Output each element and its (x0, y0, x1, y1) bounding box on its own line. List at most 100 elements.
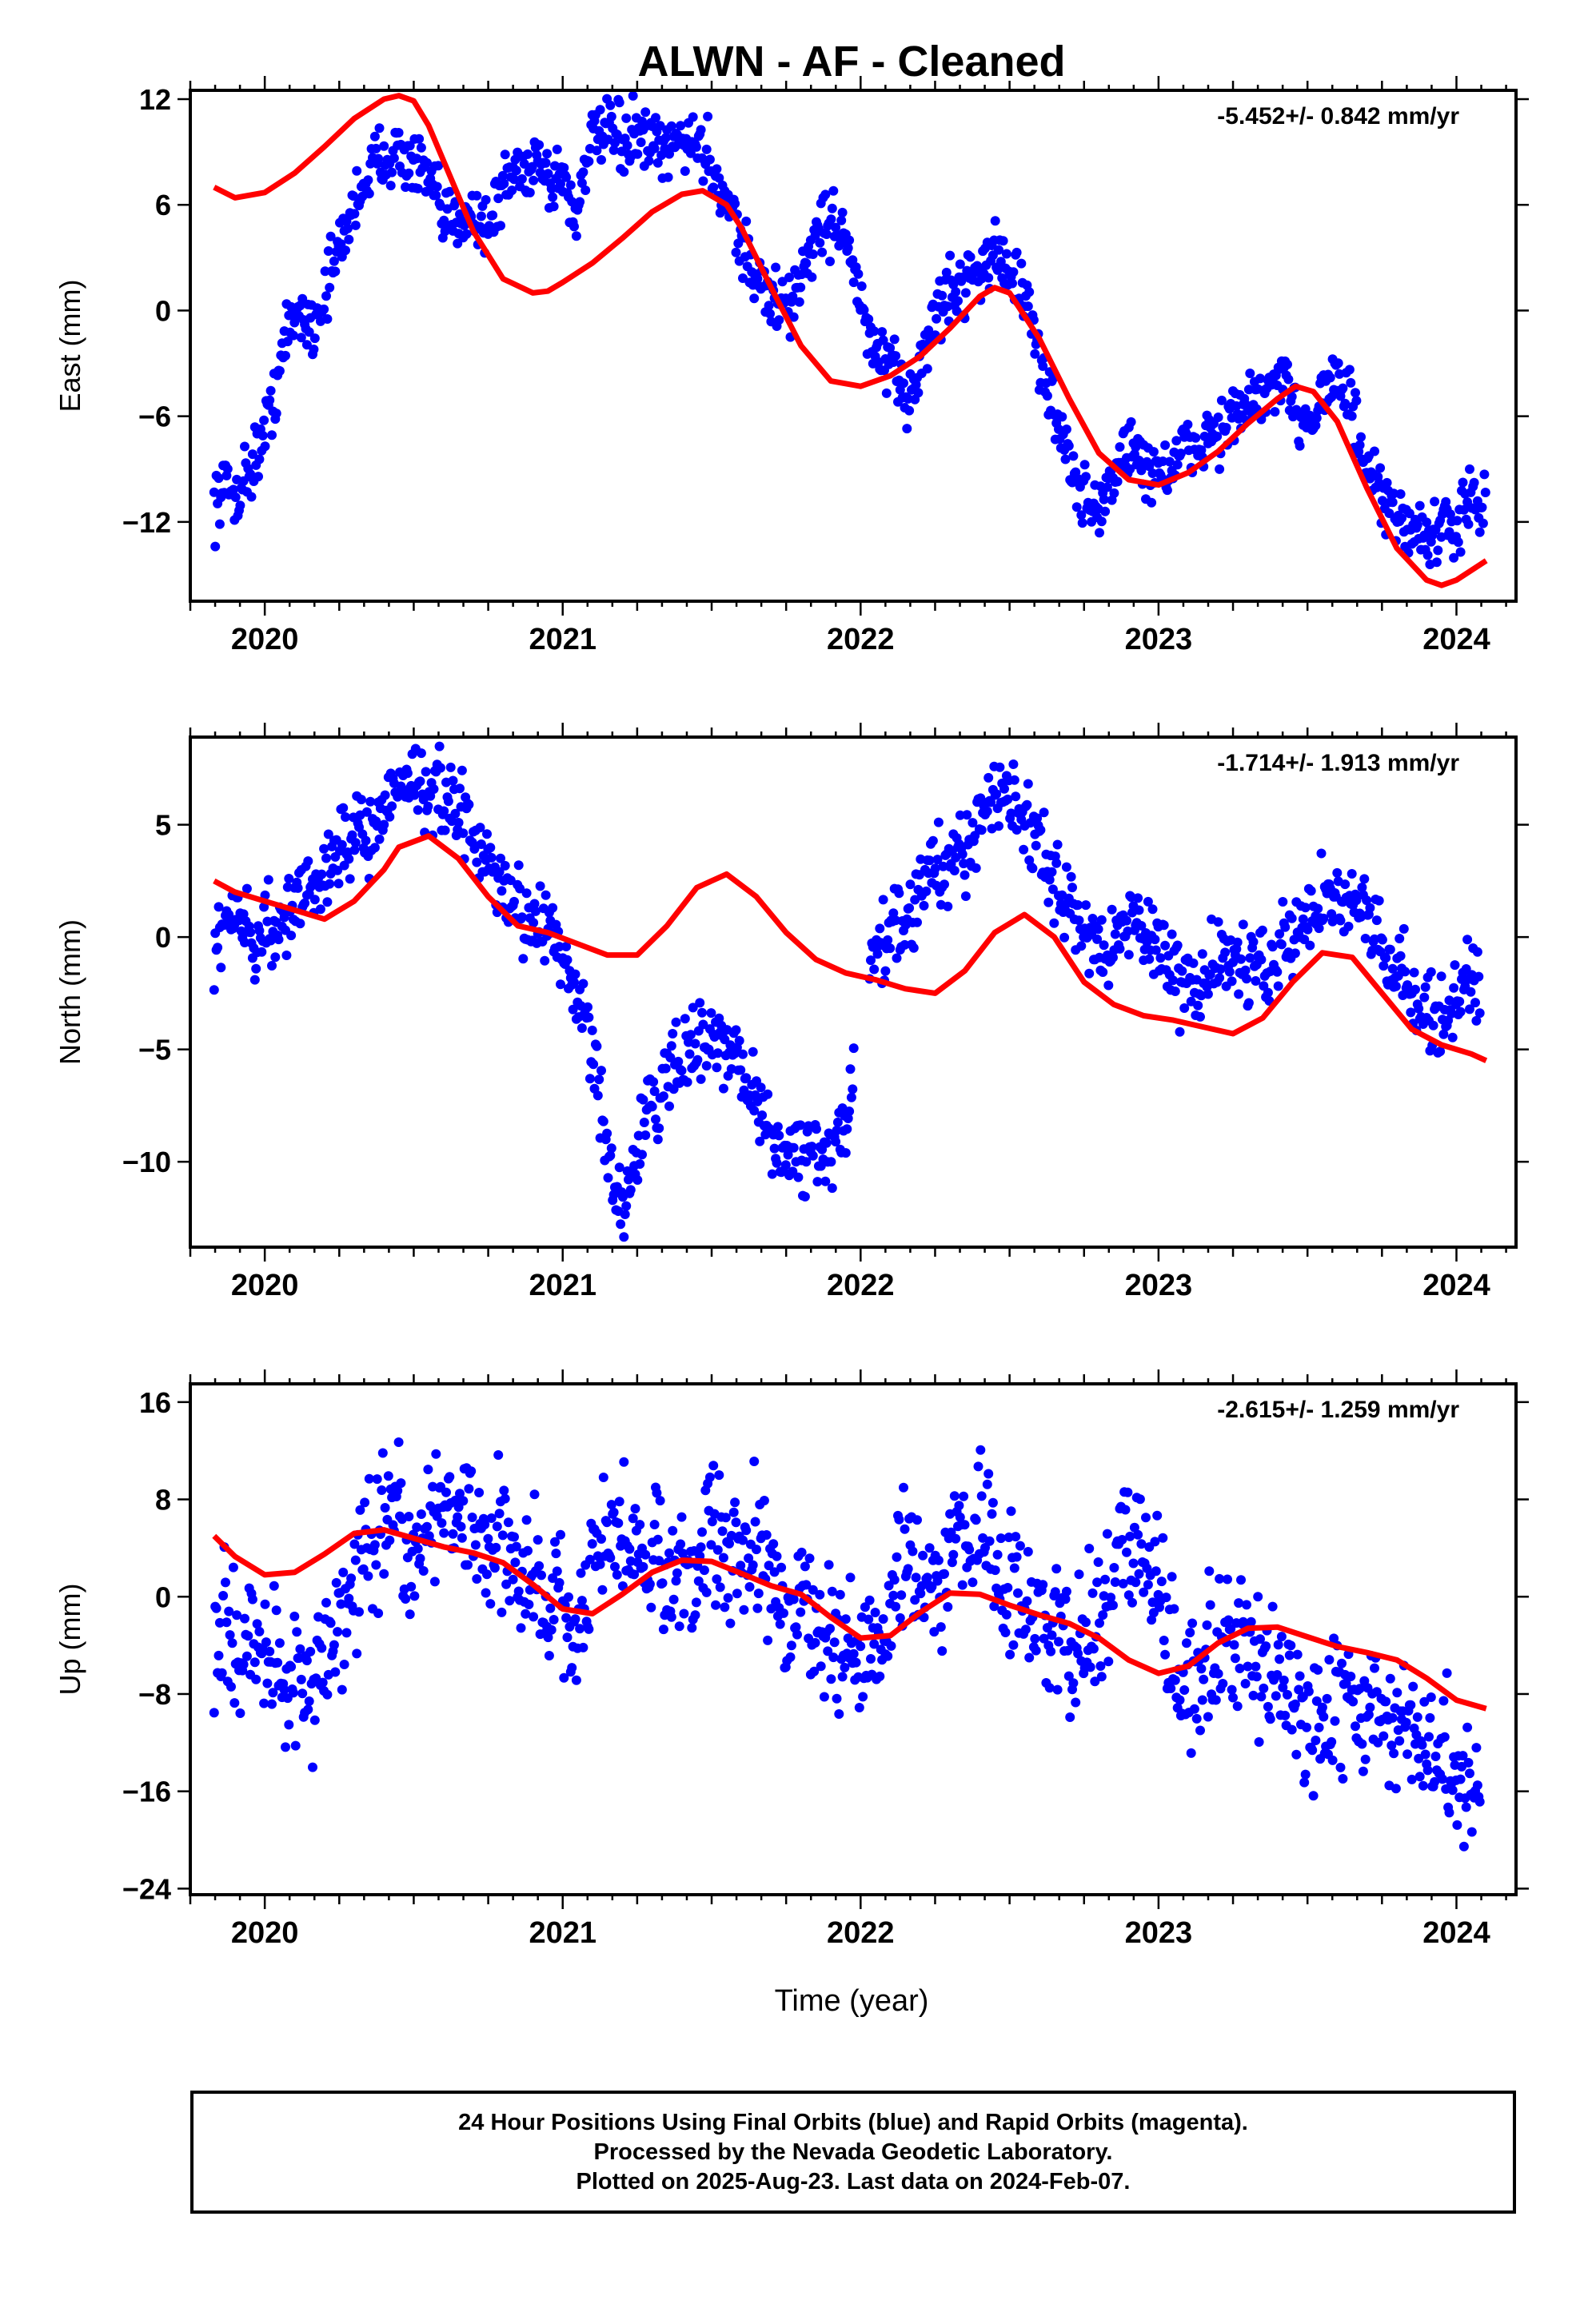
data-point (1311, 1696, 1322, 1706)
data-point (279, 1684, 289, 1695)
data-point (828, 185, 839, 196)
data-point (1307, 1745, 1318, 1756)
x-tick-label: 2020 (231, 1916, 299, 1950)
data-point (1088, 1644, 1099, 1654)
data-point (474, 1488, 485, 1497)
data-point (1179, 1685, 1190, 1695)
data-point (363, 1571, 373, 1581)
data-point (779, 1608, 788, 1618)
data-point (1136, 921, 1147, 931)
data-point (854, 1703, 864, 1712)
data-point (1193, 1000, 1203, 1011)
data-point (1179, 1003, 1190, 1013)
data-point (764, 1561, 774, 1571)
x-tick-label: 2024 (1422, 1916, 1490, 1950)
y-tick-label: 8 (155, 1484, 171, 1517)
data-point (712, 1048, 723, 1058)
data-point (1406, 1700, 1416, 1710)
data-point (439, 215, 449, 225)
data-point (243, 1631, 253, 1641)
data-point (416, 142, 426, 153)
data-point (598, 1116, 608, 1126)
data-point (469, 843, 480, 854)
data-point (354, 1607, 364, 1617)
data-point (1039, 1633, 1049, 1644)
data-point (1191, 1713, 1202, 1724)
data-point (305, 1646, 316, 1656)
data-point (499, 178, 509, 189)
data-point (825, 257, 835, 266)
data-point (1360, 934, 1371, 943)
data-point (692, 1054, 703, 1065)
data-point (875, 923, 885, 934)
data-point (763, 1635, 773, 1645)
data-point (415, 776, 425, 787)
data-point (241, 883, 252, 894)
data-point (687, 1623, 697, 1633)
data-point (869, 326, 880, 337)
data-point (1107, 904, 1117, 915)
data-point (1216, 395, 1227, 405)
data-point (843, 1114, 853, 1123)
data-point (1381, 953, 1391, 963)
data-point (309, 345, 319, 354)
data-point (1158, 456, 1168, 466)
data-point (1292, 1649, 1303, 1660)
data-point (995, 762, 1005, 772)
data-point (529, 1489, 540, 1500)
data-point (1122, 915, 1131, 926)
data-point (1270, 407, 1280, 417)
data-point (775, 1619, 785, 1629)
data-point (1463, 1757, 1474, 1768)
data-point (1449, 552, 1459, 563)
data-point (960, 1520, 970, 1530)
data-point (1382, 477, 1392, 488)
data-point (330, 1667, 341, 1677)
data-point (303, 856, 313, 867)
data-point (1108, 952, 1118, 963)
data-point (533, 1535, 543, 1545)
data-point (1103, 1656, 1114, 1667)
data-point (1133, 893, 1143, 903)
data-point (929, 1627, 940, 1637)
data-point (1143, 896, 1153, 907)
data-point (1063, 1671, 1074, 1681)
data-point (1387, 963, 1398, 974)
data-point (491, 1542, 501, 1553)
data-point (245, 469, 256, 479)
data-point (523, 149, 533, 159)
data-point (1322, 1693, 1332, 1704)
data-point (714, 1470, 724, 1481)
data-point (458, 1496, 469, 1506)
data-point (546, 1624, 557, 1635)
data-point (300, 898, 310, 908)
data-point (1123, 1487, 1133, 1497)
data-point (1371, 915, 1382, 926)
data-point (1203, 989, 1213, 999)
data-point (922, 1573, 932, 1583)
data-point (238, 1660, 249, 1669)
data-point (837, 207, 848, 217)
data-point (254, 454, 265, 464)
data-point (293, 883, 303, 893)
data-point (1410, 984, 1420, 995)
data-point (1047, 884, 1058, 895)
data-point (1155, 953, 1166, 963)
data-point (315, 904, 325, 915)
panel-2: 2020 2021 2022 2023 2024 5 0 −5 −10 North (mm) -1.… (54, 723, 1529, 1302)
data-point (1351, 388, 1360, 398)
data-point (521, 1515, 532, 1525)
data-point (943, 901, 953, 911)
data-point (815, 237, 825, 248)
data-point (1147, 904, 1158, 915)
data-point (1351, 396, 1362, 406)
data-point (703, 111, 713, 122)
data-point (664, 1101, 674, 1111)
data-point (1203, 1712, 1213, 1722)
data-point (1425, 1712, 1435, 1723)
data-point (464, 799, 474, 810)
data-point (1418, 1780, 1428, 1791)
data-point (1092, 1577, 1103, 1588)
data-point (472, 857, 482, 867)
data-point (918, 1550, 928, 1561)
